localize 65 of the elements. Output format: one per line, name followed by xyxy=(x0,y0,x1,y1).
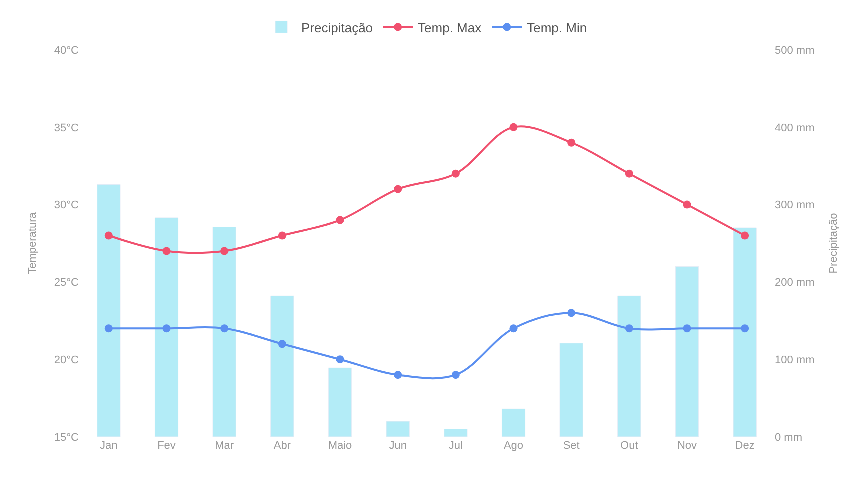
y-tick-label: 40°C xyxy=(54,44,80,57)
x-tick-label: Jul xyxy=(448,440,463,452)
point xyxy=(394,185,402,194)
bar xyxy=(212,227,236,437)
point xyxy=(394,371,402,380)
y-tick-label: 20°C xyxy=(54,354,80,366)
y2-tick-label: 300 mm xyxy=(775,200,815,212)
point xyxy=(741,324,750,333)
y2-tick-label: 200 mm xyxy=(775,277,815,290)
point xyxy=(510,123,518,132)
x-tick-label: Maio xyxy=(328,440,352,452)
x-tick-label: Jan xyxy=(100,440,118,452)
y2-tick-label: 100 mm xyxy=(775,354,815,366)
point xyxy=(683,324,692,333)
point xyxy=(741,232,750,240)
point xyxy=(683,200,692,209)
x-tick-label: Ago xyxy=(504,440,524,452)
point xyxy=(162,247,171,256)
x-tick-label: Out xyxy=(620,440,638,452)
bar xyxy=(386,421,410,437)
y-tick-label: 30°C xyxy=(54,200,80,212)
x-tick-label: Jun xyxy=(389,440,407,452)
point xyxy=(104,324,113,333)
bar xyxy=(270,296,294,437)
x-tick-label: Mar xyxy=(215,440,234,452)
bar xyxy=(733,228,757,437)
y2-tick-label: 500 mm xyxy=(775,44,815,57)
bar xyxy=(502,408,526,437)
bar xyxy=(675,266,700,437)
x-tick-label: Set xyxy=(563,440,580,452)
point xyxy=(625,170,634,178)
legend-label: Temp. Min xyxy=(527,20,588,36)
legend-label: Temp. Max xyxy=(418,20,482,36)
bar xyxy=(97,184,121,437)
point xyxy=(452,371,460,380)
point xyxy=(336,216,344,224)
y-tick-label: 15°C xyxy=(54,432,80,444)
x-tick-label: Fev xyxy=(158,440,176,452)
y2-tick-label: 0 mm xyxy=(775,432,802,444)
point xyxy=(278,340,286,348)
point xyxy=(568,138,576,147)
x-tick-label: Nov xyxy=(677,440,698,452)
y2-axis-title: Precipitação xyxy=(828,213,840,274)
legend-label: Precipitação xyxy=(302,20,374,36)
point xyxy=(336,356,344,364)
point xyxy=(104,232,113,240)
point xyxy=(220,247,229,256)
bar xyxy=(328,368,352,437)
point xyxy=(162,324,171,333)
y-tick-label: 35°C xyxy=(54,122,80,134)
point xyxy=(278,232,286,240)
y-axis-title: Temperatura xyxy=(27,212,40,274)
bar xyxy=(560,343,584,437)
point xyxy=(452,170,460,178)
bar xyxy=(154,218,179,437)
point xyxy=(568,309,576,318)
point xyxy=(625,324,634,333)
bar xyxy=(618,296,642,437)
y2-tick-label: 400 mm xyxy=(775,122,815,134)
x-tick-label: Abr xyxy=(274,440,292,452)
point xyxy=(220,324,229,333)
x-tick-label: Dez xyxy=(735,440,755,452)
bar xyxy=(444,429,468,437)
point xyxy=(510,324,518,333)
y-tick-label: 25°C xyxy=(54,277,80,290)
